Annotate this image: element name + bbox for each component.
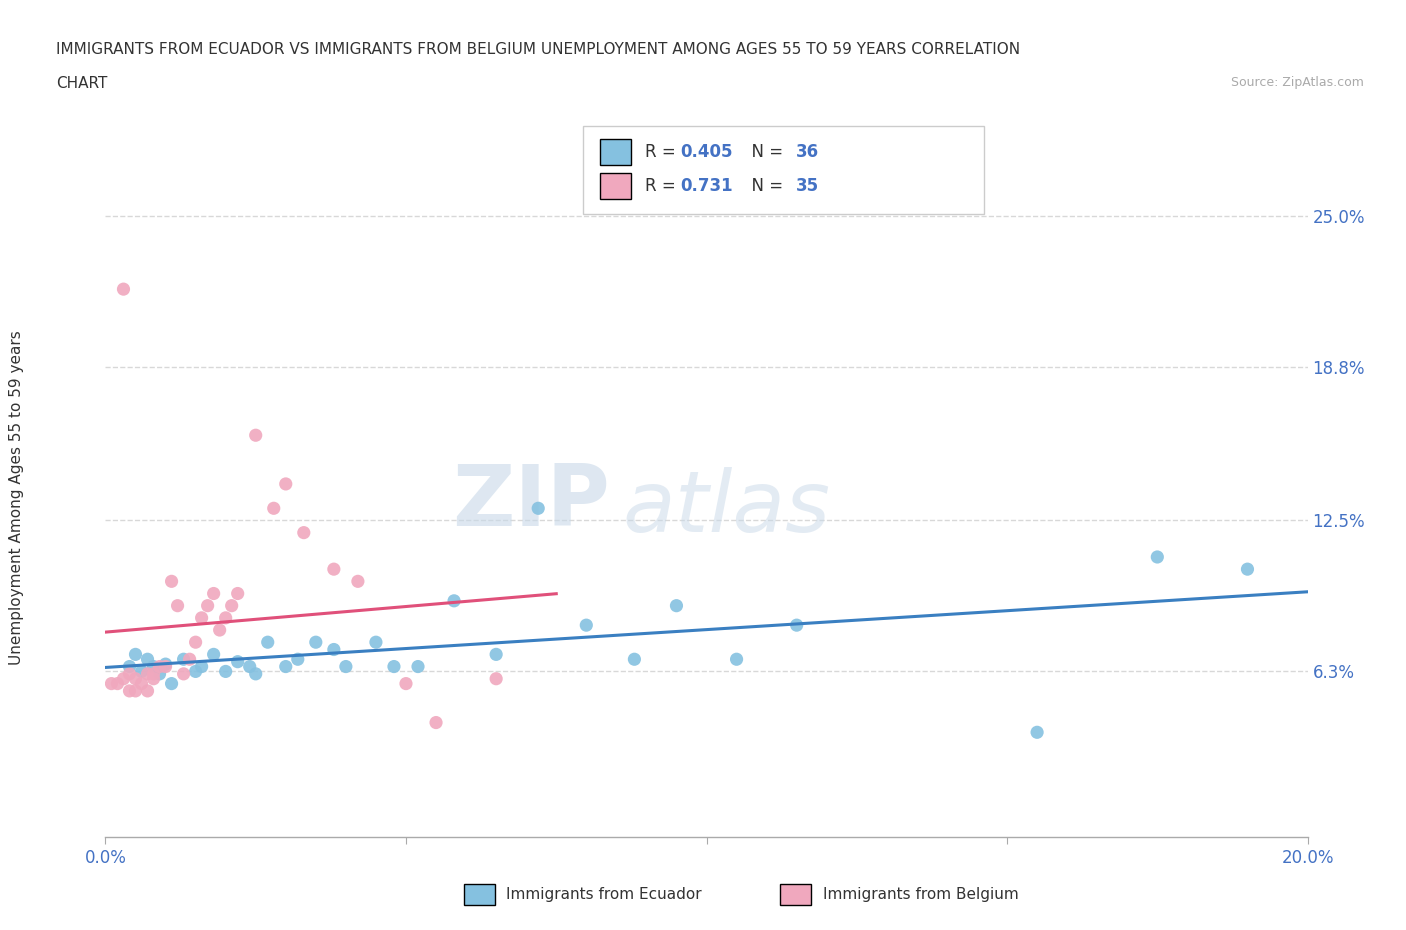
Point [131,664,153,679]
Point [112,282,135,297]
Point [100,676,122,691]
Point [148,659,170,674]
Point [202,586,225,601]
Point [190,610,212,625]
Point [107,676,129,691]
Text: 36: 36 [796,142,818,161]
Point [1026,724,1049,739]
Text: R =: R = [645,177,686,195]
Text: Immigrants from Ecuador: Immigrants from Ecuador [506,887,702,902]
Point [725,652,748,667]
Point [364,635,387,650]
Text: ZIP: ZIP [453,460,610,544]
Point [485,671,508,686]
Point [190,659,212,674]
Point [124,647,146,662]
Text: IMMIGRANTS FROM ECUADOR VS IMMIGRANTS FROM BELGIUM UNEMPLOYMENT AMONG AGES 55 TO: IMMIGRANTS FROM ECUADOR VS IMMIGRANTS FR… [56,42,1021,57]
Point [382,659,405,674]
Text: 0.731: 0.731 [681,177,733,195]
Point [142,659,165,674]
Point [335,659,357,674]
Point [425,715,447,730]
Text: 0.405: 0.405 [681,142,733,161]
Point [118,684,141,698]
Point [575,618,598,632]
Point [136,684,159,698]
Point [274,476,297,491]
Point [142,671,165,686]
Point [166,598,188,613]
Point [160,574,183,589]
Point [406,659,429,674]
Point [118,659,141,674]
Text: 35: 35 [796,177,818,195]
Text: Source: ZipAtlas.com: Source: ZipAtlas.com [1230,76,1364,89]
Point [245,667,267,682]
Text: R =: R = [645,142,682,161]
Point [322,642,344,657]
Point [527,501,550,516]
Point [226,586,249,601]
Point [214,664,236,679]
Point [160,676,183,691]
Point [179,652,201,667]
Point [322,562,344,577]
Point [305,635,328,650]
Point [347,574,370,589]
Text: N =: N = [741,177,789,195]
Point [142,667,165,682]
Point [184,664,207,679]
Point [208,622,231,637]
Point [112,671,135,686]
Point [665,598,688,613]
Point [292,525,315,540]
Point [155,659,177,674]
Point [443,593,465,608]
Point [274,659,297,674]
Point [485,647,508,662]
Text: atlas: atlas [623,468,831,551]
Point [623,652,645,667]
Point [287,652,309,667]
Point [131,676,153,691]
Text: Unemployment Among Ages 55 to 59 years: Unemployment Among Ages 55 to 59 years [10,330,24,665]
Point [1236,562,1258,577]
Point [124,671,146,686]
Point [245,428,267,443]
Point [148,667,170,682]
Point [1146,550,1168,565]
Text: N =: N = [741,142,789,161]
Point [221,598,243,613]
Point [197,598,219,613]
Point [124,684,146,698]
Point [226,654,249,669]
Point [239,659,262,674]
Point [184,635,207,650]
Text: Immigrants from Belgium: Immigrants from Belgium [823,887,1018,902]
Point [155,657,177,671]
Point [173,667,195,682]
Point [118,667,141,682]
Point [173,652,195,667]
Point [786,618,808,632]
Point [214,610,236,625]
Text: CHART: CHART [56,76,108,91]
Point [263,501,285,516]
Point [395,676,418,691]
Point [202,647,225,662]
Point [136,667,159,682]
Point [136,652,159,667]
Point [256,635,278,650]
